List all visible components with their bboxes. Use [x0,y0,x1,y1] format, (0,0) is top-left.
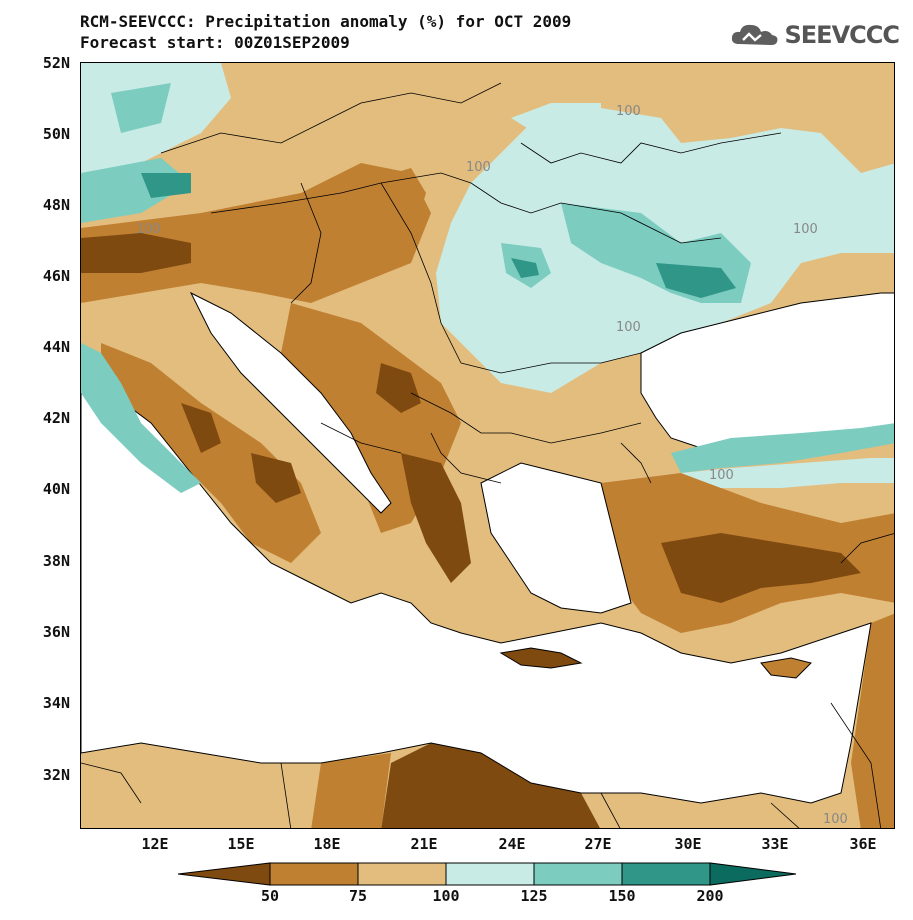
dry-zone-austria-dark [81,233,191,273]
y-tick-label: 40N [42,480,70,498]
dry-zone-austria [81,163,431,303]
colorbar-segment [445,862,535,886]
y-tick-label: 42N [42,409,70,427]
x-tick-label: 36E [849,835,877,853]
contour-label-100: 100 [823,812,848,827]
contour-label-100: 100 [709,468,734,483]
map-title: RCM-SEEVCCC: Precipitation anomaly (%) f… [80,12,572,31]
y-tick-label: 46N [42,267,70,285]
y-tick-label: 32N [42,766,70,784]
dry-zone-italy-dark [181,403,221,453]
contour-label-100: 100 [616,104,641,119]
colorbar-segment [357,862,447,886]
colorbar-segment [621,862,711,886]
dry-zone-greece [401,453,471,583]
colorbar-label: 200 [696,887,724,905]
dry-zone-levant [851,613,894,828]
x-tick-label: 27E [584,835,612,853]
y-tick-label: 52N [42,54,70,72]
x-tick-label: 15E [227,835,255,853]
wet-region-northeast [511,103,601,143]
wet-patch-alps-dark [141,173,191,198]
mediterranean-sea [81,382,872,804]
wet-band-coast-light [681,458,894,488]
y-tick-label: 50N [42,125,70,143]
colorbar-segment [533,862,623,886]
contour-labels: 100 100 100 100 100 100 100 [136,104,848,827]
dry-zone-hungary [351,168,426,248]
y-tick-label: 34N [42,694,70,712]
colorbar [178,862,797,886]
cloud-icon [731,24,777,45]
crete-island [499,647,583,669]
y-tick-label: 44N [42,338,70,356]
y-tick-label: 48N [42,196,70,214]
colorbar-label: 125 [520,887,548,905]
colorbar-label: 75 [348,887,368,905]
x-tick-label: 24E [498,835,526,853]
contour-label-100: 100 [616,320,641,335]
x-tick-label: 21E [410,835,438,853]
cyprus-island [760,657,812,679]
wet-patch-bulgaria-north [511,258,539,278]
x-tick-label: 18E [313,835,341,853]
x-tick-label: 12E [141,835,169,853]
dry-zone-libya [381,743,600,828]
dry-zone-italy-south [251,453,301,503]
logo-text: SEEVCCC [784,21,900,49]
map-panel: 100 100 100 100 100 100 100 [80,62,895,829]
seevccc-logo: SEEVCCC [729,20,900,50]
contour-label-100: 100 [793,222,818,237]
country-borders [81,82,894,828]
x-tick-label: 30E [674,835,702,853]
y-tick-label: 38N [42,552,70,570]
wet-patch-nw [111,83,171,133]
wet-band-turkey-coast [671,423,894,473]
dry-zone-balkans-dark [376,363,421,413]
colorbar-segment [178,862,271,886]
colorbar-label: 150 [608,887,636,905]
dry-zone-turkey-dark [661,533,861,603]
colorbar-label: 100 [432,887,460,905]
contour-label-100: 100 [466,160,491,175]
adriatic-sea [189,291,392,514]
dry-zone-libya-light [311,753,391,828]
colorbar-segment [709,862,797,886]
dry-zone-italy [101,343,321,563]
forecast-start: Forecast start: 00Z01SEP2009 [80,33,350,52]
y-tick-label: 36N [42,623,70,641]
wet-patch-odessa [656,263,736,298]
contour-label-100: 100 [136,222,161,237]
precipitation-map: 100 100 100 100 100 100 100 [81,63,894,828]
colorbar-label: 50 [260,887,280,905]
wet-band-italy-west [81,343,201,493]
colorbar-segment [269,862,359,886]
x-tick-label: 33E [761,835,789,853]
aegean-sea [480,462,632,614]
